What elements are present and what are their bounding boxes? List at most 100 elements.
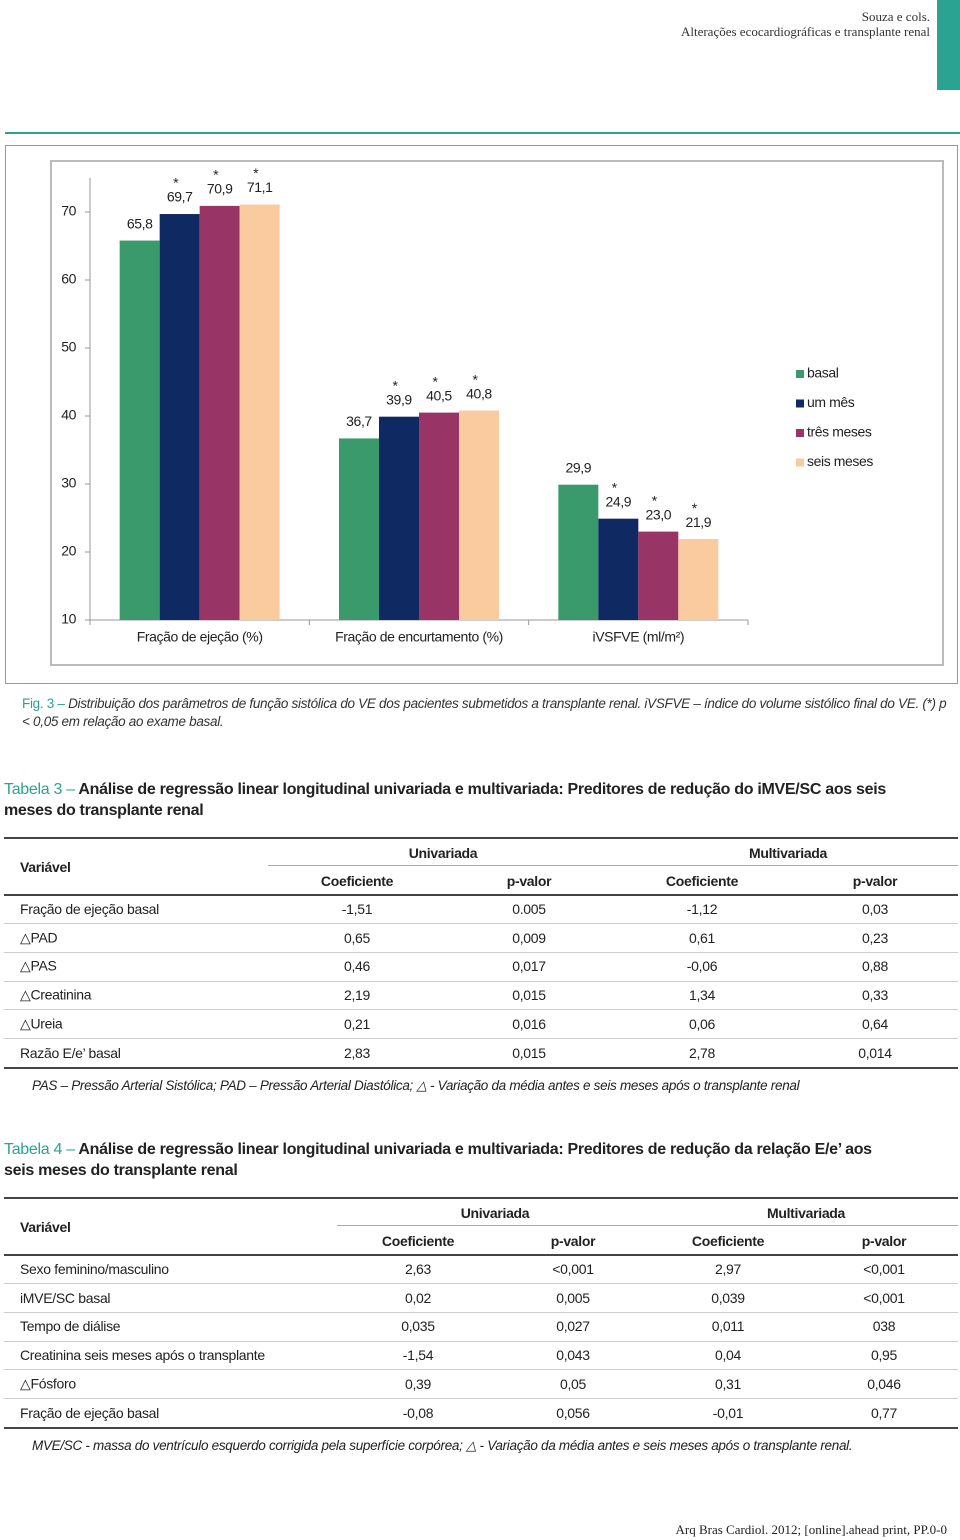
- table-label: Tabela 4 –: [4, 1141, 75, 1158]
- table-cell: 0,06: [688, 1015, 716, 1032]
- table-cell: <0,001: [863, 1289, 905, 1306]
- table-title: Tabela 4 – Análise de regressão linear l…: [4, 1139, 904, 1181]
- table-rule: [4, 923, 958, 925]
- column-header: p-valor: [550, 1233, 596, 1249]
- table-rule: [4, 1369, 958, 1371]
- table-rule: [4, 1066, 958, 1069]
- column-header: Coeficiente: [665, 873, 739, 889]
- table-cell: 0,64: [861, 1015, 889, 1032]
- running-header: Souza e cols. Alterações ecocardiográfic…: [681, 9, 930, 39]
- table-cell: 0.005: [512, 901, 546, 917]
- table-rule: [4, 1426, 958, 1429]
- table-cell: 0,77: [870, 1404, 898, 1421]
- table-footnote: PAS – Pressão Arterial Sistólica; PAD – …: [32, 1078, 800, 1094]
- table-cell: 0,056: [556, 1404, 590, 1421]
- table-rule: [4, 1009, 958, 1011]
- row-label: △Creatinina: [20, 986, 92, 1003]
- table-cell: 0,015: [512, 987, 546, 1004]
- bar: [119, 240, 160, 620]
- significance-marker: *: [692, 500, 698, 516]
- table-rule: [4, 1340, 958, 1342]
- x-tick-label: Fração de encurtamento (%): [335, 629, 503, 645]
- table-cell: 0,21: [343, 1015, 371, 1032]
- value-label: 40,5: [426, 387, 452, 403]
- table-cell: 0,011: [711, 1318, 745, 1335]
- table-cell: 2,83: [343, 1044, 371, 1061]
- table-cell: <0,001: [552, 1261, 594, 1277]
- row-label: △Ureia: [20, 1015, 63, 1032]
- legend-label: basal: [807, 365, 839, 381]
- table-cell: 0,61: [688, 929, 716, 946]
- y-tick-label: 50: [61, 339, 76, 355]
- table-cell: 0,027: [556, 1318, 590, 1335]
- table-cell: 0,33: [861, 987, 889, 1004]
- table-title-text: Análise de regressão linear longitudinal…: [4, 781, 886, 819]
- group-header: Univariada: [460, 1205, 530, 1221]
- column-header: Coeficiente: [381, 1233, 455, 1249]
- group-header: Multivariada: [766, 1205, 846, 1221]
- group-header: Multivariada: [748, 845, 828, 861]
- row-label: Fração de ejeção basal: [20, 1404, 159, 1421]
- legend-label: seis meses: [807, 453, 873, 469]
- table-cell: 0,05: [559, 1375, 587, 1392]
- bar: [199, 205, 240, 620]
- legend-swatch: [796, 399, 804, 408]
- table-cell: 038: [872, 1318, 896, 1335]
- column-header: Coeficiente: [320, 873, 394, 889]
- figure-frame: [5, 145, 958, 684]
- value-label: 65,8: [127, 215, 153, 231]
- table-rule: [4, 1038, 958, 1040]
- row-label: △PAD: [20, 929, 58, 946]
- table-cell: 0,017: [512, 958, 546, 975]
- table-cell: 0,39: [404, 1375, 432, 1392]
- table-cell: 0,04: [714, 1347, 742, 1364]
- legend-swatch: [796, 429, 804, 437]
- significance-marker: *: [432, 373, 438, 389]
- table-cell: 0,02: [404, 1289, 432, 1306]
- table-rule: [4, 1283, 958, 1285]
- y-tick-label: 20: [61, 543, 76, 559]
- table-cell: <0,001: [863, 1261, 905, 1277]
- column-header: p-valor: [861, 1233, 907, 1249]
- row-label: iMVE/SC basal: [20, 1289, 111, 1306]
- y-tick-label: 70: [61, 203, 76, 219]
- variable-header: Variável: [20, 859, 71, 875]
- table-cell: 0,23: [861, 929, 889, 946]
- value-label: 24,9: [606, 493, 632, 509]
- table-cell: 1,34: [688, 987, 716, 1004]
- significance-marker: *: [612, 479, 618, 495]
- row-label: Tempo de diálise: [20, 1318, 121, 1335]
- row-label: Creatinina seis meses após o transplante: [20, 1347, 265, 1364]
- value-label: 40,8: [466, 385, 492, 401]
- table-rule: [4, 980, 958, 982]
- value-label: 36,7: [346, 413, 372, 429]
- table-cell: 2,78: [688, 1044, 716, 1061]
- significance-marker: *: [173, 175, 179, 191]
- bar: [638, 531, 679, 620]
- significance-marker: *: [213, 167, 219, 183]
- table-footnote: MVE/SC - massa do ventrículo esquerdo co…: [32, 1438, 853, 1454]
- chart: 10 20 30 40 50 60 70 Fração de ejeção (%) 65,8 69…: [61, 165, 874, 645]
- table-cell: 0,035: [401, 1318, 435, 1335]
- table-rule: [268, 865, 958, 866]
- table-cell: 0,014: [858, 1044, 892, 1061]
- table-title: Tabela 3 – Análise de regressão linear l…: [4, 779, 904, 821]
- column-header: p-valor: [852, 873, 898, 889]
- significance-marker: *: [652, 492, 658, 508]
- row-label: △PAS: [20, 957, 57, 974]
- table-cell: 2,97: [714, 1261, 742, 1277]
- column-header: Coeficiente: [691, 1233, 765, 1249]
- bar: [598, 518, 639, 620]
- y-tick-label: 60: [61, 271, 76, 287]
- table-cell: 0,31: [714, 1375, 742, 1392]
- legend-label: um mês: [807, 394, 855, 410]
- bar: [379, 416, 419, 620]
- value-label: 23,0: [646, 506, 672, 522]
- legend-swatch: [796, 370, 804, 378]
- table-cell: -0,06: [686, 958, 718, 975]
- table-rule: [4, 1197, 958, 1199]
- value-label: 29,9: [566, 459, 592, 475]
- table-cell: 0,016: [512, 1015, 546, 1032]
- y-tick-label: 30: [61, 475, 76, 491]
